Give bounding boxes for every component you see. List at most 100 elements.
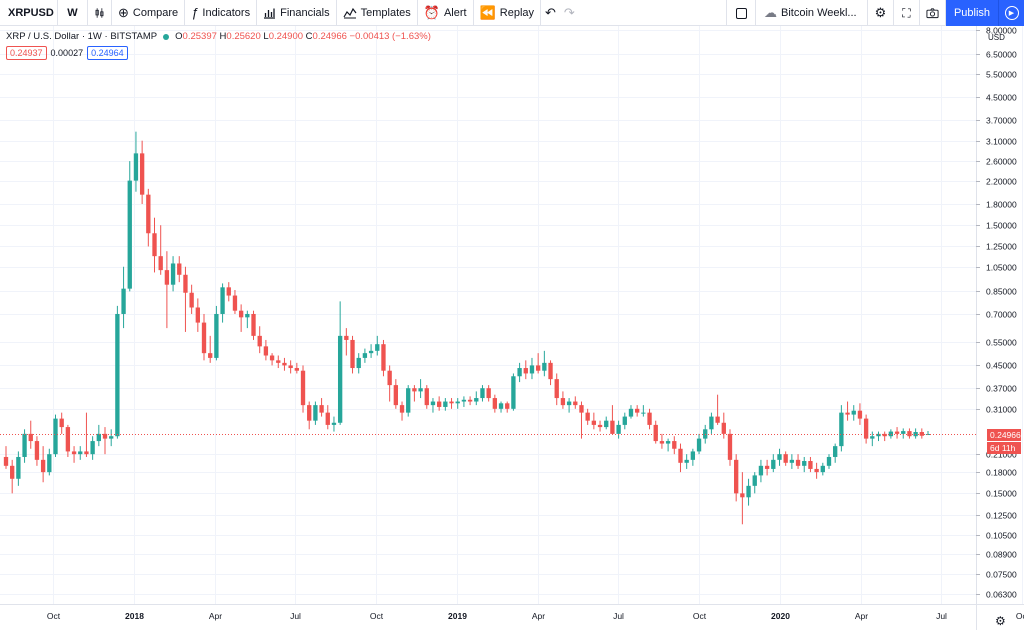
candle (535, 353, 541, 374)
candle-body (22, 433, 27, 457)
candle-body (925, 434, 931, 436)
time-tick-label: Apr (532, 611, 545, 621)
candle (152, 217, 157, 273)
fullscreen-layout-button[interactable] (726, 0, 756, 26)
candle-body (139, 153, 145, 195)
indicators-button[interactable]: ƒ Indicators (185, 0, 258, 26)
candle-body (3, 456, 9, 466)
candle (628, 405, 634, 419)
candle-body (232, 295, 238, 311)
price-tick-label: 1.25000 (986, 242, 1017, 252)
candle-body (839, 412, 844, 447)
price-tick-label: 0.37000 (986, 384, 1017, 394)
snapshot-button[interactable] (920, 0, 946, 26)
fullscreen-button[interactable]: ⛶ (894, 0, 920, 26)
candle (139, 140, 145, 204)
sell-price-button[interactable]: 0.24937 (6, 46, 47, 60)
candle (406, 385, 411, 417)
candle-body (362, 353, 368, 358)
candle-body (591, 420, 597, 425)
price-tick-label: 0.07500 (986, 570, 1017, 580)
candle (288, 360, 293, 374)
top-toolbar: XRPUSD W ⊕ Compare ƒ Indicators Financia… (0, 0, 1024, 26)
replay-button[interactable]: ⏪ Replay (474, 0, 542, 26)
publish-label: Publish (953, 7, 991, 19)
candle-body (535, 365, 541, 371)
candle (777, 448, 782, 466)
time-tick-label: 2020 (771, 611, 790, 621)
templates-icon (343, 7, 357, 18)
layout-select-button[interactable]: ☁ Bitcoin Weekl... (756, 0, 868, 26)
candle-body (474, 398, 479, 402)
candle (368, 344, 374, 358)
publish-options-button[interactable]: ▶ (998, 0, 1024, 26)
candle-body (127, 180, 132, 289)
candle-body (505, 403, 510, 409)
candle-body (430, 401, 436, 406)
candle-body (90, 441, 95, 455)
publish-button[interactable]: Publish (946, 0, 998, 26)
candle (387, 365, 392, 402)
candle (362, 348, 368, 363)
candle (789, 454, 795, 469)
templates-button[interactable]: Templates (337, 0, 418, 26)
undo-button[interactable]: ↶ (541, 0, 560, 26)
alert-button[interactable]: ⏰ Alert (418, 0, 474, 26)
candle (826, 454, 832, 469)
price-tick-label: 8.00000 (986, 26, 1017, 36)
price-tick-label: 5.50000 (986, 70, 1017, 80)
buy-price-button[interactable]: 0.24964 (87, 46, 128, 60)
axis-settings-icon[interactable]: ⚙ (995, 614, 1006, 628)
time-tick-label: 2018 (125, 611, 144, 621)
candle (876, 431, 881, 442)
candle (424, 385, 429, 409)
candle-body (381, 344, 386, 371)
candle (393, 379, 399, 409)
candle (734, 454, 739, 502)
candle-body (907, 431, 912, 437)
price-tick-label: 6.50000 (986, 50, 1017, 60)
candle-body (597, 424, 603, 428)
function-icon: ƒ (191, 5, 199, 20)
cloud-icon: ☁ (764, 5, 777, 20)
candle-body (523, 368, 528, 374)
candle-body (789, 459, 795, 463)
candle (430, 398, 436, 413)
chart-pane[interactable]: 8.00000 6.50000 5.50000 4.50000 3.70000 3.100… (0, 26, 1024, 630)
candle-body (882, 433, 887, 437)
settings-button[interactable]: ⚙ (868, 0, 894, 26)
candle-body (554, 379, 559, 399)
candle-body (783, 454, 788, 463)
candle-body (133, 153, 139, 181)
financials-button[interactable]: Financials (257, 0, 337, 26)
candle (672, 436, 677, 455)
candle-body (146, 194, 151, 234)
candle (3, 446, 9, 469)
candle (913, 428, 918, 439)
chart-style-button[interactable] (88, 0, 112, 26)
candle-body (300, 370, 306, 406)
candle (517, 362, 522, 383)
candle-body (511, 376, 516, 409)
candle-body (195, 307, 200, 323)
candle-body (84, 451, 89, 455)
candle-body (183, 274, 188, 293)
compare-button[interactable]: ⊕ Compare (112, 0, 186, 26)
time-tick-label: Jul (936, 611, 947, 621)
candle (752, 472, 757, 494)
time-tick-label: Apr (855, 611, 868, 621)
candle (307, 401, 312, 430)
candle-body (653, 424, 658, 442)
candlestick-chart[interactable]: 8.00000 6.50000 5.50000 4.50000 3.70000 3.100… (0, 26, 1024, 630)
candle-body (96, 433, 101, 442)
symbol-search-button[interactable]: XRPUSD (0, 0, 58, 26)
rewind-icon: ⏪ (479, 4, 496, 20)
candle (542, 350, 547, 377)
candle-body (152, 233, 157, 257)
candle-body (158, 256, 163, 271)
redo-button[interactable]: ↷ (560, 0, 579, 26)
candle-body (102, 433, 108, 439)
interval-button[interactable]: W (58, 0, 88, 26)
candle (276, 355, 281, 369)
candle-body (201, 322, 207, 354)
